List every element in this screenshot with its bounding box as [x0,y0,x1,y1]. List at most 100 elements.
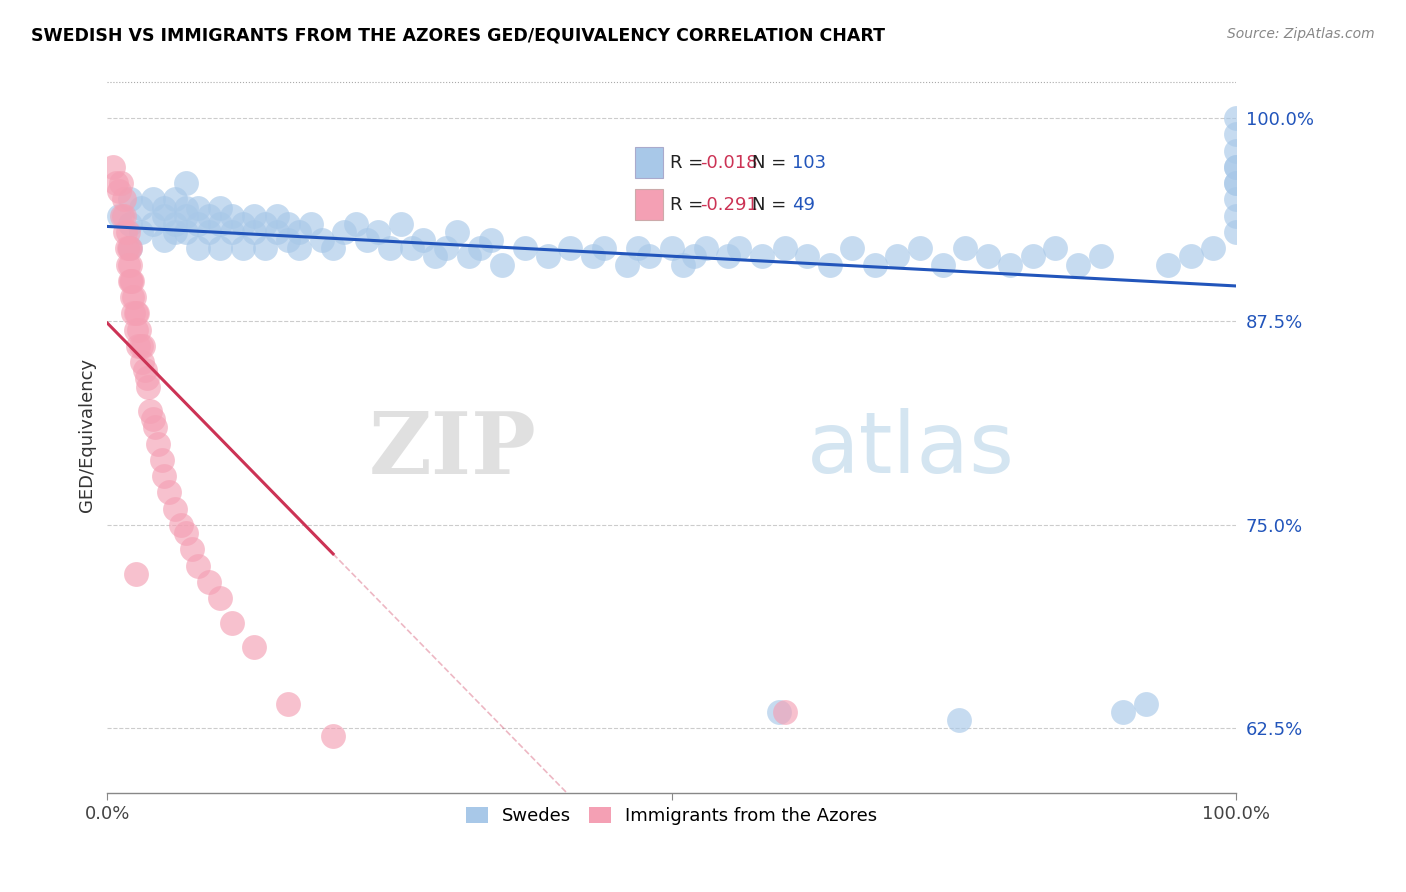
Point [1135,697,1157,711]
Point [446,225,468,239]
Point [1225,111,1247,125]
Point [333,225,356,239]
Point [176,201,198,215]
Point [114,225,136,239]
Point [311,233,333,247]
Point [908,241,931,255]
Text: N =: N = [752,195,792,214]
Point [1225,160,1247,174]
Point [181,542,204,557]
Text: SWEDISH VS IMMIGRANTS FROM THE AZORES GED/EQUIVALENCY CORRELATION CHART: SWEDISH VS IMMIGRANTS FROM THE AZORES GE… [31,27,884,45]
Point [582,249,605,263]
Point [143,420,166,434]
Point [209,591,232,606]
Point [886,249,908,263]
Point [198,209,221,223]
Point [243,640,266,654]
Point [176,526,198,541]
Point [135,371,157,385]
Text: -0.018: -0.018 [700,154,758,172]
Point [232,217,254,231]
Point [176,176,198,190]
Point [243,225,266,239]
Point [153,469,176,483]
Point [1202,241,1225,255]
Point [124,323,146,337]
Point [110,176,132,190]
Point [221,225,243,239]
Point [221,209,243,223]
Point [728,241,751,255]
Y-axis label: GED/Equivalency: GED/Equivalency [79,359,96,513]
Point [277,217,299,231]
Point [209,241,232,255]
Point [683,249,706,263]
Point [125,306,148,320]
Point [128,323,150,337]
Point [457,249,479,263]
Point [491,258,513,272]
Point [118,217,141,231]
Point [367,225,389,239]
Point [1225,209,1247,223]
Point [773,241,796,255]
Point [198,574,221,589]
FancyBboxPatch shape [636,189,664,219]
Point [1225,193,1247,207]
Point [1090,249,1112,263]
Text: N =: N = [752,154,792,172]
Point [153,233,176,247]
Point [107,185,129,199]
Point [127,339,149,353]
Point [773,705,796,719]
Point [159,485,181,500]
Point [132,339,155,353]
Point [536,249,558,263]
Point [118,274,141,288]
Point [118,241,141,255]
Point [124,290,146,304]
Point [187,241,209,255]
Point [141,193,163,207]
Point [277,697,299,711]
Point [1112,705,1135,719]
Point [412,233,434,247]
Point [146,436,169,450]
Point [150,452,173,467]
Point [118,241,141,255]
Point [187,217,209,231]
Point [277,233,299,247]
Point [344,217,367,231]
Point [120,274,142,288]
Point [717,249,740,263]
Point [232,241,254,255]
Point [134,363,156,377]
FancyBboxPatch shape [636,147,664,178]
Point [288,241,311,255]
Point [948,713,970,727]
Point [165,225,187,239]
Point [299,217,322,231]
Point [165,501,187,516]
Legend: Swedes, Immigrants from the Azores: Swedes, Immigrants from the Azores [457,798,886,834]
Point [117,225,139,239]
Point [627,241,650,255]
Point [1022,249,1045,263]
Point [136,379,159,393]
Point [1225,128,1247,142]
Text: 103: 103 [792,154,827,172]
Point [129,225,152,239]
Point [117,258,139,272]
Point [112,209,135,223]
Point [254,217,277,231]
Point [322,730,344,744]
Point [122,306,145,320]
Point [1180,249,1202,263]
Point [115,241,138,255]
Point [221,615,243,630]
Point [1225,160,1247,174]
Point [768,705,790,719]
Text: ZIP: ZIP [368,408,536,491]
Text: R =: R = [671,154,709,172]
Point [661,241,683,255]
